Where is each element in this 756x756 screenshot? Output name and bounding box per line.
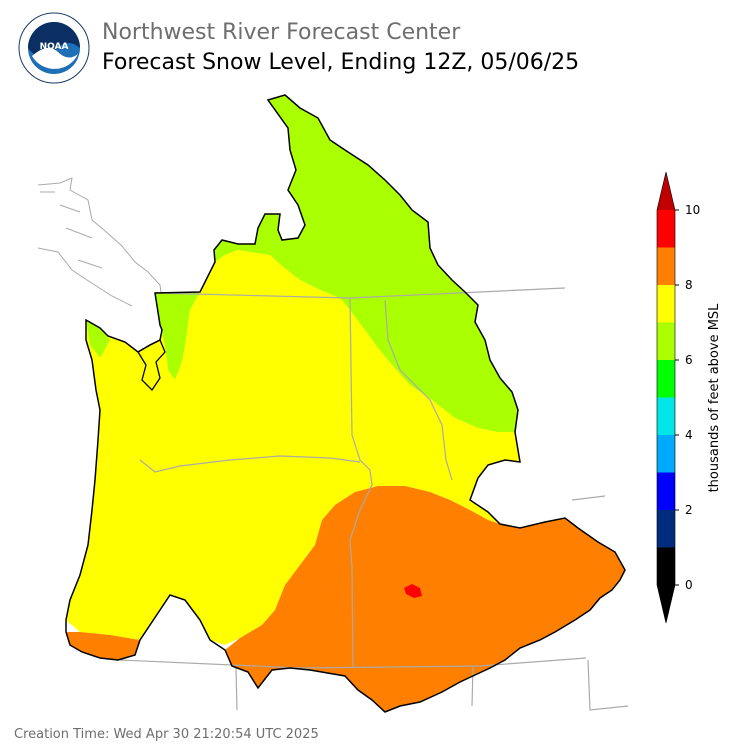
puget-sound-outline — [137, 339, 166, 392]
colorbar-bin — [657, 322, 675, 360]
colorbar-underflow-arrow — [657, 585, 675, 623]
snow-level-region-8-9-coast — [66, 632, 140, 660]
colorbar-bin — [657, 210, 675, 248]
snow-level-region-9-10 — [404, 584, 422, 598]
colorbar-bin — [657, 285, 675, 323]
colorbar-overflow-arrow — [657, 172, 675, 210]
coastline-outline — [37, 177, 163, 307]
colorbar-title: thousands of feet above MSL — [707, 303, 722, 493]
colorbar-bin — [657, 397, 675, 435]
snow-level-region-8-9 — [225, 486, 625, 712]
svg-text:NOAA: NOAA — [40, 42, 69, 52]
colorbar-tick-label: 8 — [685, 278, 693, 292]
snow-level-region-6-7-north — [214, 95, 518, 432]
snow-level-region-6-7-olympic — [86, 320, 110, 358]
colorbar-bin — [657, 472, 675, 510]
basin-boundary — [65, 94, 626, 713]
snow-level-region-7-8 — [66, 250, 520, 645]
colorbar-tick-label: 2 — [685, 503, 693, 517]
creation-time: Creation Time: Wed Apr 30 21:20:54 UTC 2… — [14, 727, 319, 742]
colorbar-tick-label: 10 — [685, 203, 700, 217]
colorbar-tick-label: 0 — [685, 578, 693, 592]
colorbar-tick-label: 6 — [685, 353, 693, 367]
colorbar-bin — [657, 360, 675, 398]
organization-name: Northwest River Forecast Center — [102, 20, 461, 45]
colorbar-bins — [656, 171, 676, 624]
colorbar-legend: 0 2 4 6 8 10 thousands of feet above MSL — [656, 171, 722, 624]
colorbar-bin — [657, 435, 675, 473]
colorbar-bin — [657, 547, 675, 585]
header: NOAA Northwest River Forecast Center For… — [0, 0, 756, 90]
colorbar-bin — [657, 247, 675, 285]
state-borders — [119, 287, 629, 711]
map-title: Forecast Snow Level, Ending 12Z, 05/06/2… — [102, 50, 580, 75]
colorbar-tick-label: 4 — [685, 428, 693, 442]
colorbar-ticks: 0 2 4 6 8 10 — [675, 203, 700, 592]
noaa-logo: NOAA — [18, 12, 90, 84]
snow-level-region-6-7-cascades — [155, 292, 200, 380]
colorbar-bin — [657, 510, 675, 548]
